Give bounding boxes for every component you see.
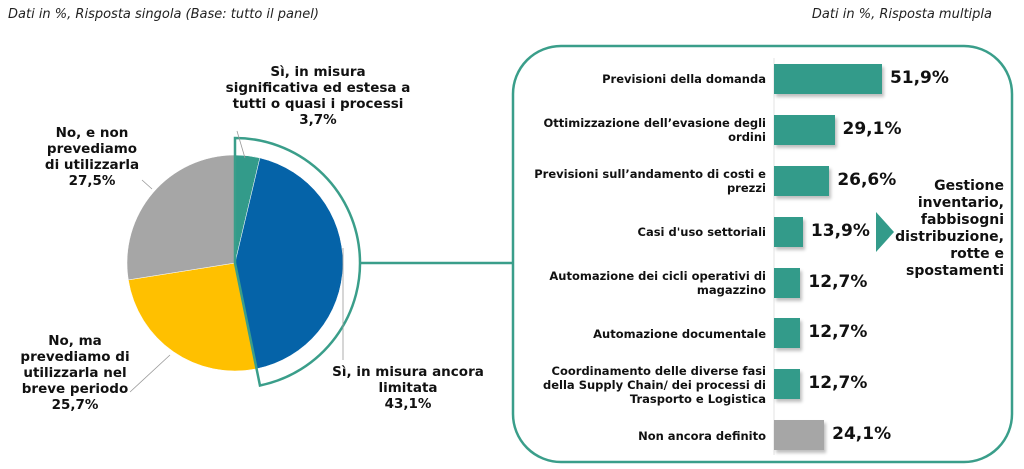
bar-label: Previsioni sull’andamento di costi e pre… — [534, 167, 766, 195]
label-line: prevediamo — [46, 141, 138, 157]
bar — [774, 217, 803, 247]
bar-value: 29,1% — [842, 119, 902, 139]
bar-label: Automazione documentale — [593, 327, 766, 341]
bar — [774, 369, 801, 399]
bar-value: 12,7% — [808, 322, 868, 342]
bar-label: Non ancora definito — [638, 429, 766, 443]
pie-label-limited: Sì, in misura ancora limitata 43,1% — [318, 364, 498, 412]
pie-label-significant: Sì, in misura significativa ed estesa a … — [218, 64, 418, 128]
pie-value: 43,1% — [384, 396, 432, 412]
use-case-annotation: Gestione inventario, fabbisogni distribu… — [895, 178, 1004, 279]
pie-value: 27,5% — [68, 173, 116, 189]
bar-label: Ottimizzazione dell’evasione degli ordin… — [543, 116, 766, 144]
left-chart-note: Dati in %, Risposta singola (Base: tutto… — [8, 7, 319, 22]
label-line: breve periodo — [21, 381, 129, 397]
label-line: utilizzarla nel — [23, 365, 127, 381]
label-line: Sì, in misura ancora — [332, 364, 484, 380]
leader-line — [141, 179, 153, 190]
label-line: prevediamo di — [20, 349, 130, 365]
bar-chart-frame — [511, 44, 1014, 464]
bar-label: Coordinamento delle diverse fasi della S… — [543, 364, 766, 406]
pie-highlight-outline — [233, 136, 362, 387]
bar — [774, 318, 801, 348]
label-line: Sì, in misura — [270, 64, 366, 80]
pie-value: 3,7% — [299, 112, 337, 128]
label-line: significativa ed estesa a — [225, 80, 411, 96]
bar — [774, 420, 825, 450]
label-line: limitata — [378, 380, 438, 396]
pie-chart — [126, 154, 344, 372]
bar-value: 12,7% — [808, 272, 868, 292]
pie-value: 25,7% — [51, 397, 99, 413]
bar — [774, 64, 882, 94]
label-line: No, e non — [55, 125, 129, 141]
label-line: No, ma — [48, 333, 102, 349]
pie-label-no-plan: No, e non prevediamo di utilizzarla 27,5… — [32, 125, 152, 189]
bar — [774, 268, 801, 298]
bar-value: 12,7% — [808, 373, 868, 393]
right-chart-note: Dati in %, Risposta multipla — [811, 7, 992, 22]
bar-label: Automazione dei cicli operativi di magaz… — [549, 269, 766, 297]
bar-value: 26,6% — [837, 170, 897, 190]
pie-label-short-term: No, ma prevediamo di utilizzarla nel bre… — [15, 333, 135, 413]
bar-label: Casi d'uso settoriali — [637, 225, 766, 239]
leader-line — [129, 354, 171, 393]
label-line: di utilizzarla — [44, 157, 140, 173]
pie-slice-short-term — [128, 262, 257, 372]
arrow-right-icon — [876, 212, 894, 252]
bar-value: 24,1% — [832, 424, 892, 444]
bar-label: Previsioni della domanda — [602, 72, 766, 86]
bar — [774, 166, 830, 196]
bar-value: 51,9% — [889, 68, 949, 88]
bar-value: 13,9% — [810, 221, 870, 241]
label-line: tutti o quasi i processi — [232, 96, 404, 112]
leader-line — [236, 130, 246, 159]
pie-slice-no-plan — [126, 154, 236, 281]
bar — [774, 115, 835, 145]
